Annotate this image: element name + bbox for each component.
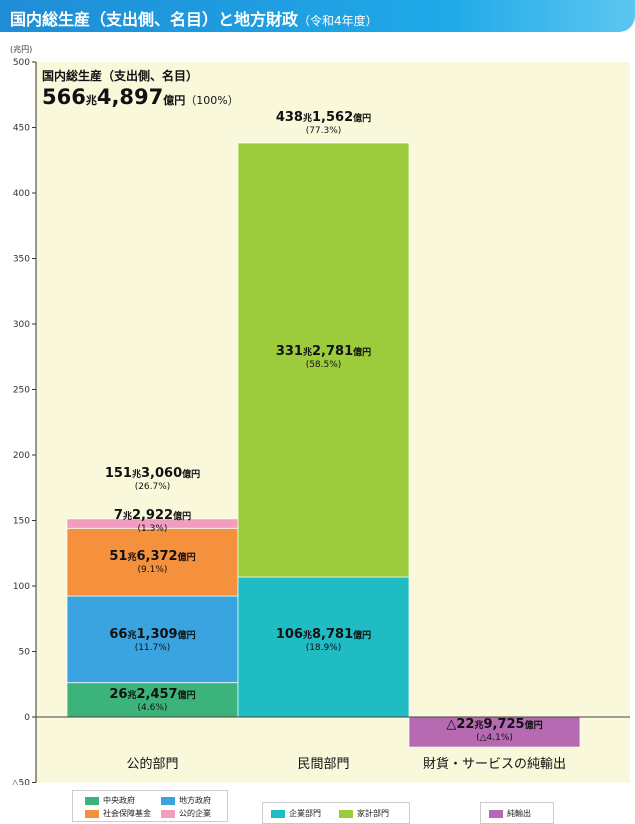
data-label-social-pct: (9.1%) — [138, 565, 168, 575]
legend-net-export: 純輸出 — [480, 802, 554, 824]
data-label-household-pct: (58.5%) — [306, 360, 342, 370]
data-label-local-pct: (11.7%) — [135, 643, 171, 653]
gdp-total-title: 国内総生産（支出側、名目） — [42, 68, 198, 83]
page-title: 国内総生産（支出側、名目）と地方財政（令和4年度） — [10, 6, 378, 30]
bar-segment-2-0 — [408, 716, 581, 748]
y-tick-label: 450 — [13, 124, 30, 134]
data-label-public-total-pct: (26.7%) — [135, 482, 171, 492]
legend-label: 純輸出 — [507, 809, 531, 818]
legend-swatch — [161, 796, 175, 805]
legend-item-public-ent: 公的企業 — [161, 808, 211, 819]
data-label-local: 66兆1,309億円 — [109, 627, 195, 642]
legend-item-corporate: 企業部門 — [271, 808, 321, 819]
y-tick-label: 100 — [13, 582, 30, 592]
y-tick-label: 500 — [13, 58, 30, 68]
data-label-net-export-pct: (△4.1%) — [476, 733, 513, 743]
legend-item-central: 中央政府 — [85, 795, 135, 806]
bar-segment-1-1 — [237, 142, 410, 578]
x-category-label: 公的部門 — [126, 756, 178, 772]
y-axis-unit: (兆円) — [10, 44, 32, 54]
data-label-social: 51兆6,372億円 — [109, 549, 195, 564]
y-tick-label: 300 — [13, 320, 30, 330]
legend-item-household: 家計部門 — [339, 808, 389, 819]
legend-label: 社会保障基金 — [103, 809, 151, 818]
data-label-household: 331兆2,781億円 — [276, 344, 371, 359]
y-tick-label: 400 — [13, 189, 30, 199]
data-label-central: 26兆2,457億円 — [109, 687, 195, 702]
legend-label: 家計部門 — [357, 809, 389, 818]
y-tick-label: 350 — [13, 255, 30, 265]
y-tick-label: 0 — [24, 713, 30, 723]
bar-segment-0-2 — [66, 527, 239, 597]
legend-item-social: 社会保障基金 — [85, 808, 151, 819]
gdp-total-value: 566兆4,897億円（100%） — [42, 85, 239, 109]
legend-swatch — [85, 796, 99, 805]
data-label-central-pct: (4.6%) — [138, 703, 168, 713]
bar-segment-1-0 — [237, 576, 410, 718]
data-label-net-export: △22兆9,725億円 — [446, 717, 542, 732]
data-label-public-ent: 7兆2,922億円 — [114, 508, 191, 523]
y-tick-label: 50 — [19, 648, 31, 658]
legend-swatch — [271, 809, 285, 818]
legend-swatch — [161, 809, 175, 818]
gdp-stacked-bar-chart: (兆円)500450400350300250200150100500△5026兆… — [10, 44, 630, 786]
page-title-main: 国内総生産（支出側、名目）と地方財政 — [10, 10, 299, 29]
data-label-corporate-pct: (18.9%) — [306, 643, 342, 653]
legend-item-local: 地方政府 — [161, 795, 211, 806]
legend-label: 企業部門 — [289, 809, 321, 818]
x-category-label: 民間部門 — [297, 757, 349, 772]
legend-swatch — [489, 809, 503, 818]
legend-label: 公的企業 — [179, 809, 211, 818]
x-category-label: 財貨・サービスの純輸出 — [423, 756, 566, 772]
data-label-public-ent-pct: (1.3%) — [138, 524, 168, 534]
legend-private: 企業部門 家計部門 — [262, 802, 410, 824]
legend-public: 中央政府 地方政府 社会保障基金 公的企業 — [72, 790, 228, 822]
legend-label: 地方政府 — [179, 796, 211, 805]
data-label-public-total: 151兆3,060億円 — [105, 466, 200, 481]
page-title-sub: （令和4年度） — [298, 14, 378, 28]
y-tick-label: △50 — [12, 779, 31, 786]
y-tick-label: 200 — [13, 451, 30, 461]
y-tick-label: 250 — [13, 386, 30, 396]
bar-segment-0-1 — [66, 595, 239, 684]
y-tick-label: 150 — [13, 517, 30, 527]
legend-item-net-export: 純輸出 — [489, 808, 531, 819]
legend-label: 中央政府 — [103, 796, 135, 805]
legend-swatch — [85, 809, 99, 818]
data-label-private-total-pct: (77.3%) — [306, 126, 342, 136]
data-label-corporate: 106兆8,781億円 — [276, 627, 371, 642]
header-bar: 国内総生産（支出側、名目）と地方財政（令和4年度） — [0, 0, 635, 32]
data-label-private-total: 438兆1,562億円 — [276, 110, 371, 125]
legend-swatch — [339, 809, 353, 818]
